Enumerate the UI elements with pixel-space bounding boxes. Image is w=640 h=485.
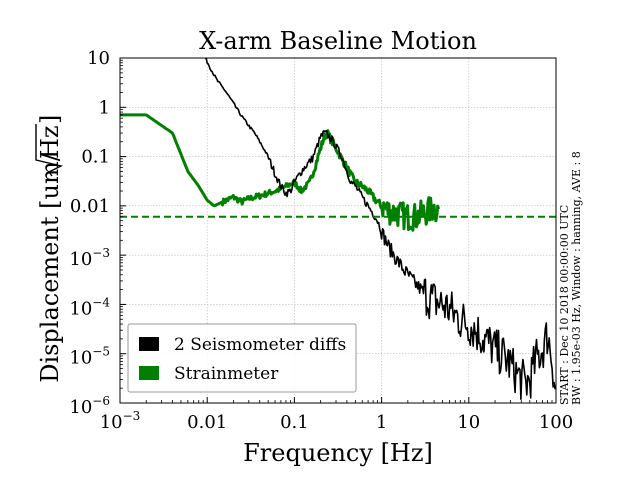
legend-swatch-seismometer [139, 337, 159, 351]
svg-text:]: ] [36, 115, 64, 124]
y-tick-label-base: 10 [69, 397, 92, 418]
strainmeter-line [120, 113, 441, 232]
x-tick-label: 0.1 [280, 412, 309, 433]
annotation-start: START : Dec 10 2018 00:00:00 UTC [558, 205, 571, 405]
y-tick-label-exponent: −4 [92, 295, 110, 309]
plot-frame [119, 57, 557, 404]
y-axis-label-main: Displacement [um/ [36, 152, 64, 382]
y-axis-label-sqrt: Hz [36, 125, 64, 159]
legend-label-seismometer: 2 Seismometer diffs [174, 335, 346, 355]
y-tick-label-exponent: −6 [92, 394, 110, 408]
y-tick-label: 10−3 [69, 246, 110, 270]
legend: 2 Seismometer diffs Strainmeter [127, 323, 357, 393]
y-tick-label-exponent: −5 [92, 345, 110, 359]
y-axis-label-close: ] [36, 115, 64, 124]
y-tick-label-base: 10 [69, 298, 92, 319]
plot-area [120, 58, 556, 400]
x-tick-label: 0.01 [187, 412, 227, 433]
y-tick-label: 0.01 [70, 196, 110, 217]
side-annotation: START : Dec 10 2018 00:00:00 UTC BW : 1.… [558, 151, 583, 405]
legend-label-strainmeter: Strainmeter [174, 364, 279, 384]
ticks [119, 59, 553, 404]
sqrt-symbol [35, 124, 64, 177]
x-tick-label: 10 [457, 412, 480, 433]
y-tick-label: 1 [99, 97, 110, 118]
x-tick-labels: 10−3 0.01 0.1 1 10 100 [100, 409, 573, 433]
y-tick-label-base: 10 [69, 348, 92, 369]
annotation-bandwidth: BW : 1.95e-03 Hz, Window : hanning, AVE … [570, 151, 583, 405]
x-tick-label-base: 10 [100, 412, 123, 433]
x-tick-label: 10−3 [100, 409, 141, 433]
y-axis-label: Displacement [um/ Hz ] [35, 115, 64, 383]
x-tick-label-exponent: −3 [123, 409, 141, 423]
svg-text:Hz: Hz [36, 125, 64, 159]
x-tick-label: 100 [539, 412, 573, 433]
legend-box [127, 323, 357, 393]
y-tick-label-base: 10 [69, 249, 92, 270]
y-tick-label: 10 [87, 48, 110, 69]
x-axis-label: Frequency [Hz] [243, 439, 433, 467]
svg-text:Displacement [um/: Displacement [um/ [36, 152, 64, 382]
y-tick-label: 10−4 [69, 295, 110, 319]
chart-title: X-arm Baseline Motion [199, 27, 477, 55]
y-tick-label-exponent: −3 [92, 246, 110, 260]
y-tick-label: 10−6 [69, 394, 110, 418]
legend-swatch-strainmeter [139, 366, 159, 380]
y-tick-label: 10−5 [69, 345, 110, 369]
x-tick-label: 1 [376, 412, 387, 433]
seismometer-diffs-line [204, 58, 556, 400]
y-tick-label: 0.1 [81, 147, 110, 168]
